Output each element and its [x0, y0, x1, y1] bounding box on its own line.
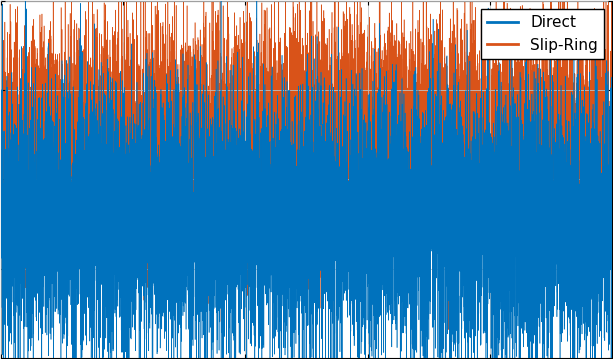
Direct: [118, 219, 125, 223]
Slip-Ring: [347, 332, 354, 337]
Slip-Ring: [296, 188, 303, 192]
Slip-Ring: [117, 94, 124, 98]
Direct: [0, 233, 5, 237]
Slip-Ring: [34, 186, 42, 190]
Legend: Direct, Slip-Ring: Direct, Slip-Ring: [481, 9, 604, 59]
Direct: [23, 279, 31, 283]
Slip-Ring: [1, 148, 8, 152]
Direct: [296, 247, 303, 251]
Direct: [1, 200, 8, 204]
Slip-Ring: [0, 27, 5, 31]
Slip-Ring: [576, 14, 583, 19]
Direct: [576, 236, 583, 240]
Direct: [608, 175, 613, 180]
Direct: [34, 249, 42, 253]
Line: Slip-Ring: Slip-Ring: [1, 0, 612, 335]
Slip-Ring: [23, 70, 30, 74]
